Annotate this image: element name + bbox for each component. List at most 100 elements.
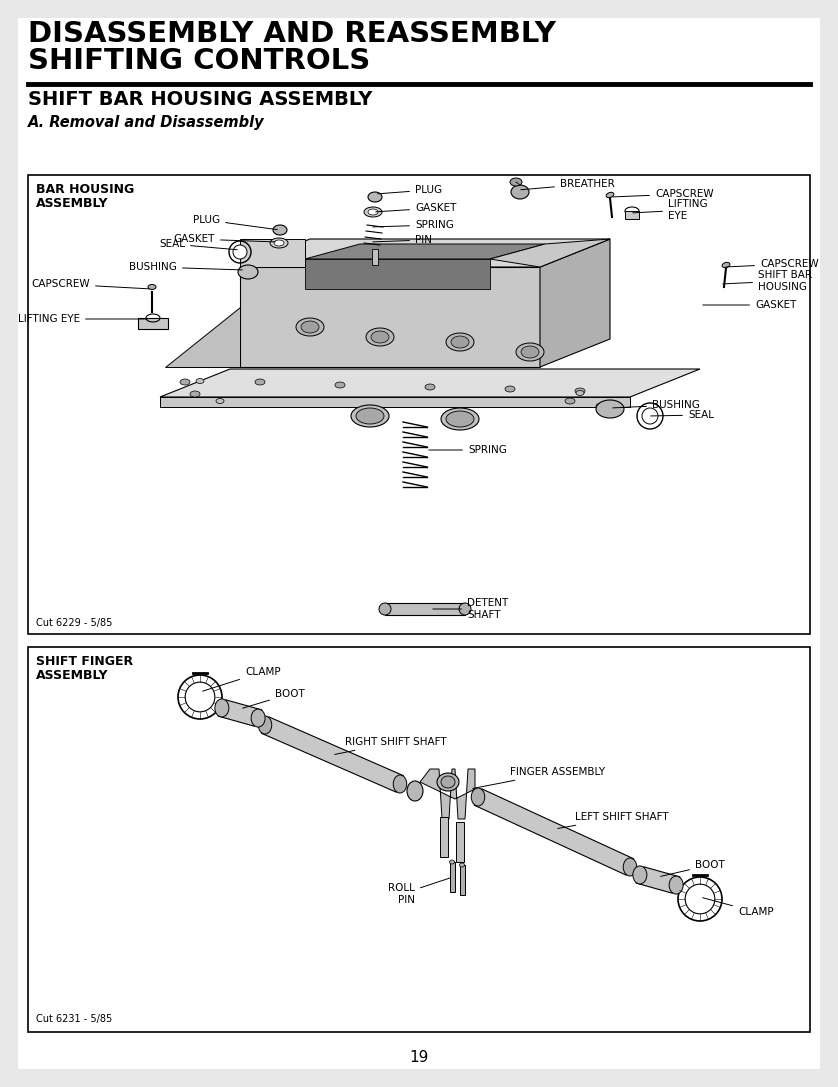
Ellipse shape: [190, 391, 200, 397]
Ellipse shape: [180, 379, 190, 385]
Text: CLAMP: CLAMP: [703, 898, 773, 917]
Polygon shape: [305, 259, 490, 289]
Ellipse shape: [368, 209, 378, 215]
Ellipse shape: [521, 346, 539, 358]
Text: BREATHER: BREATHER: [520, 179, 615, 190]
Text: Cut 6231 - 5/85: Cut 6231 - 5/85: [36, 1014, 112, 1024]
Text: GASKET: GASKET: [703, 300, 796, 310]
Text: SPRING: SPRING: [429, 445, 507, 455]
Ellipse shape: [505, 386, 515, 392]
Bar: [28, 647, 810, 1032]
Text: SHIFT FINGER: SHIFT FINGER: [36, 655, 133, 669]
Text: ASSEMBLY: ASSEMBLY: [36, 197, 108, 210]
Polygon shape: [305, 243, 545, 259]
Ellipse shape: [215, 699, 229, 717]
Ellipse shape: [216, 399, 224, 403]
Text: RIGHT SHIFT SHAFT: RIGHT SHIFT SHAFT: [334, 737, 447, 754]
Text: LEFT SHIFT SHAFT: LEFT SHIFT SHAFT: [558, 812, 669, 828]
Ellipse shape: [273, 225, 287, 235]
Ellipse shape: [437, 773, 459, 791]
Polygon shape: [261, 716, 404, 792]
Ellipse shape: [623, 858, 637, 876]
Ellipse shape: [233, 245, 247, 259]
Ellipse shape: [642, 408, 658, 424]
Bar: [28, 175, 810, 634]
Ellipse shape: [335, 382, 345, 388]
Ellipse shape: [270, 238, 288, 248]
Text: CLAMP: CLAMP: [203, 667, 281, 691]
Polygon shape: [165, 307, 240, 367]
Ellipse shape: [379, 603, 391, 615]
Text: CAPSCREW: CAPSCREW: [727, 259, 819, 268]
Ellipse shape: [368, 192, 382, 202]
Text: ROLL
PIN: ROLL PIN: [388, 878, 450, 904]
Bar: [440, 817, 448, 857]
Text: SHIFTING CONTROLS: SHIFTING CONTROLS: [28, 47, 370, 75]
Bar: [385, 603, 465, 615]
Text: BOOT: BOOT: [243, 689, 305, 709]
Ellipse shape: [575, 388, 585, 393]
Ellipse shape: [510, 178, 522, 186]
Ellipse shape: [471, 788, 484, 805]
Ellipse shape: [576, 390, 584, 396]
Text: BAR HOUSING: BAR HOUSING: [36, 183, 134, 196]
Text: 19: 19: [409, 1050, 429, 1064]
Ellipse shape: [596, 400, 624, 418]
Ellipse shape: [511, 185, 529, 199]
Ellipse shape: [459, 603, 471, 615]
Ellipse shape: [351, 405, 389, 427]
Polygon shape: [160, 368, 700, 397]
Text: SPRING: SPRING: [373, 220, 454, 230]
Polygon shape: [240, 267, 540, 367]
Ellipse shape: [366, 328, 394, 346]
Text: Cut 6229 - 5/85: Cut 6229 - 5/85: [36, 619, 112, 628]
Text: BUSHING: BUSHING: [129, 262, 242, 272]
Polygon shape: [420, 769, 475, 819]
Text: A. Removal and Disassembly: A. Removal and Disassembly: [28, 115, 265, 130]
Polygon shape: [474, 789, 634, 875]
Ellipse shape: [148, 285, 156, 289]
Text: SHIFT BAR
HOUSING: SHIFT BAR HOUSING: [723, 271, 812, 291]
Ellipse shape: [296, 318, 324, 336]
Ellipse shape: [258, 716, 272, 734]
Text: PIN: PIN: [373, 235, 432, 245]
Bar: [450, 862, 455, 892]
Ellipse shape: [255, 379, 265, 385]
Ellipse shape: [633, 866, 647, 884]
Polygon shape: [490, 239, 610, 267]
Ellipse shape: [393, 775, 406, 794]
Polygon shape: [636, 866, 680, 894]
Text: DETENT
SHAFT: DETENT SHAFT: [432, 598, 509, 620]
Ellipse shape: [451, 336, 469, 348]
Text: LIFTING EYE: LIFTING EYE: [18, 314, 147, 324]
Ellipse shape: [449, 860, 454, 864]
Text: BUSHING: BUSHING: [613, 400, 700, 410]
Ellipse shape: [685, 884, 715, 914]
Ellipse shape: [441, 776, 455, 788]
Polygon shape: [218, 700, 262, 726]
Ellipse shape: [238, 265, 258, 279]
Text: PLUG: PLUG: [378, 185, 442, 195]
Ellipse shape: [446, 411, 474, 427]
Ellipse shape: [669, 876, 683, 895]
Text: GASKET: GASKET: [375, 203, 457, 213]
Ellipse shape: [722, 262, 730, 267]
Polygon shape: [240, 239, 305, 267]
Text: SEAL: SEAL: [159, 239, 237, 250]
Ellipse shape: [441, 408, 479, 430]
Ellipse shape: [185, 683, 215, 712]
Ellipse shape: [407, 780, 423, 801]
Text: CAPSCREW: CAPSCREW: [31, 279, 149, 289]
Ellipse shape: [606, 192, 614, 198]
Ellipse shape: [425, 384, 435, 390]
Ellipse shape: [301, 321, 319, 333]
Bar: [372, 249, 378, 265]
Polygon shape: [138, 318, 168, 329]
Bar: [460, 865, 465, 895]
Ellipse shape: [516, 343, 544, 361]
Ellipse shape: [565, 398, 575, 404]
Ellipse shape: [371, 332, 389, 343]
Text: DISASSEMBLY AND REASSEMBLY: DISASSEMBLY AND REASSEMBLY: [28, 20, 556, 48]
Text: FINGER ASSEMBLY: FINGER ASSEMBLY: [473, 767, 605, 788]
Ellipse shape: [251, 709, 265, 727]
